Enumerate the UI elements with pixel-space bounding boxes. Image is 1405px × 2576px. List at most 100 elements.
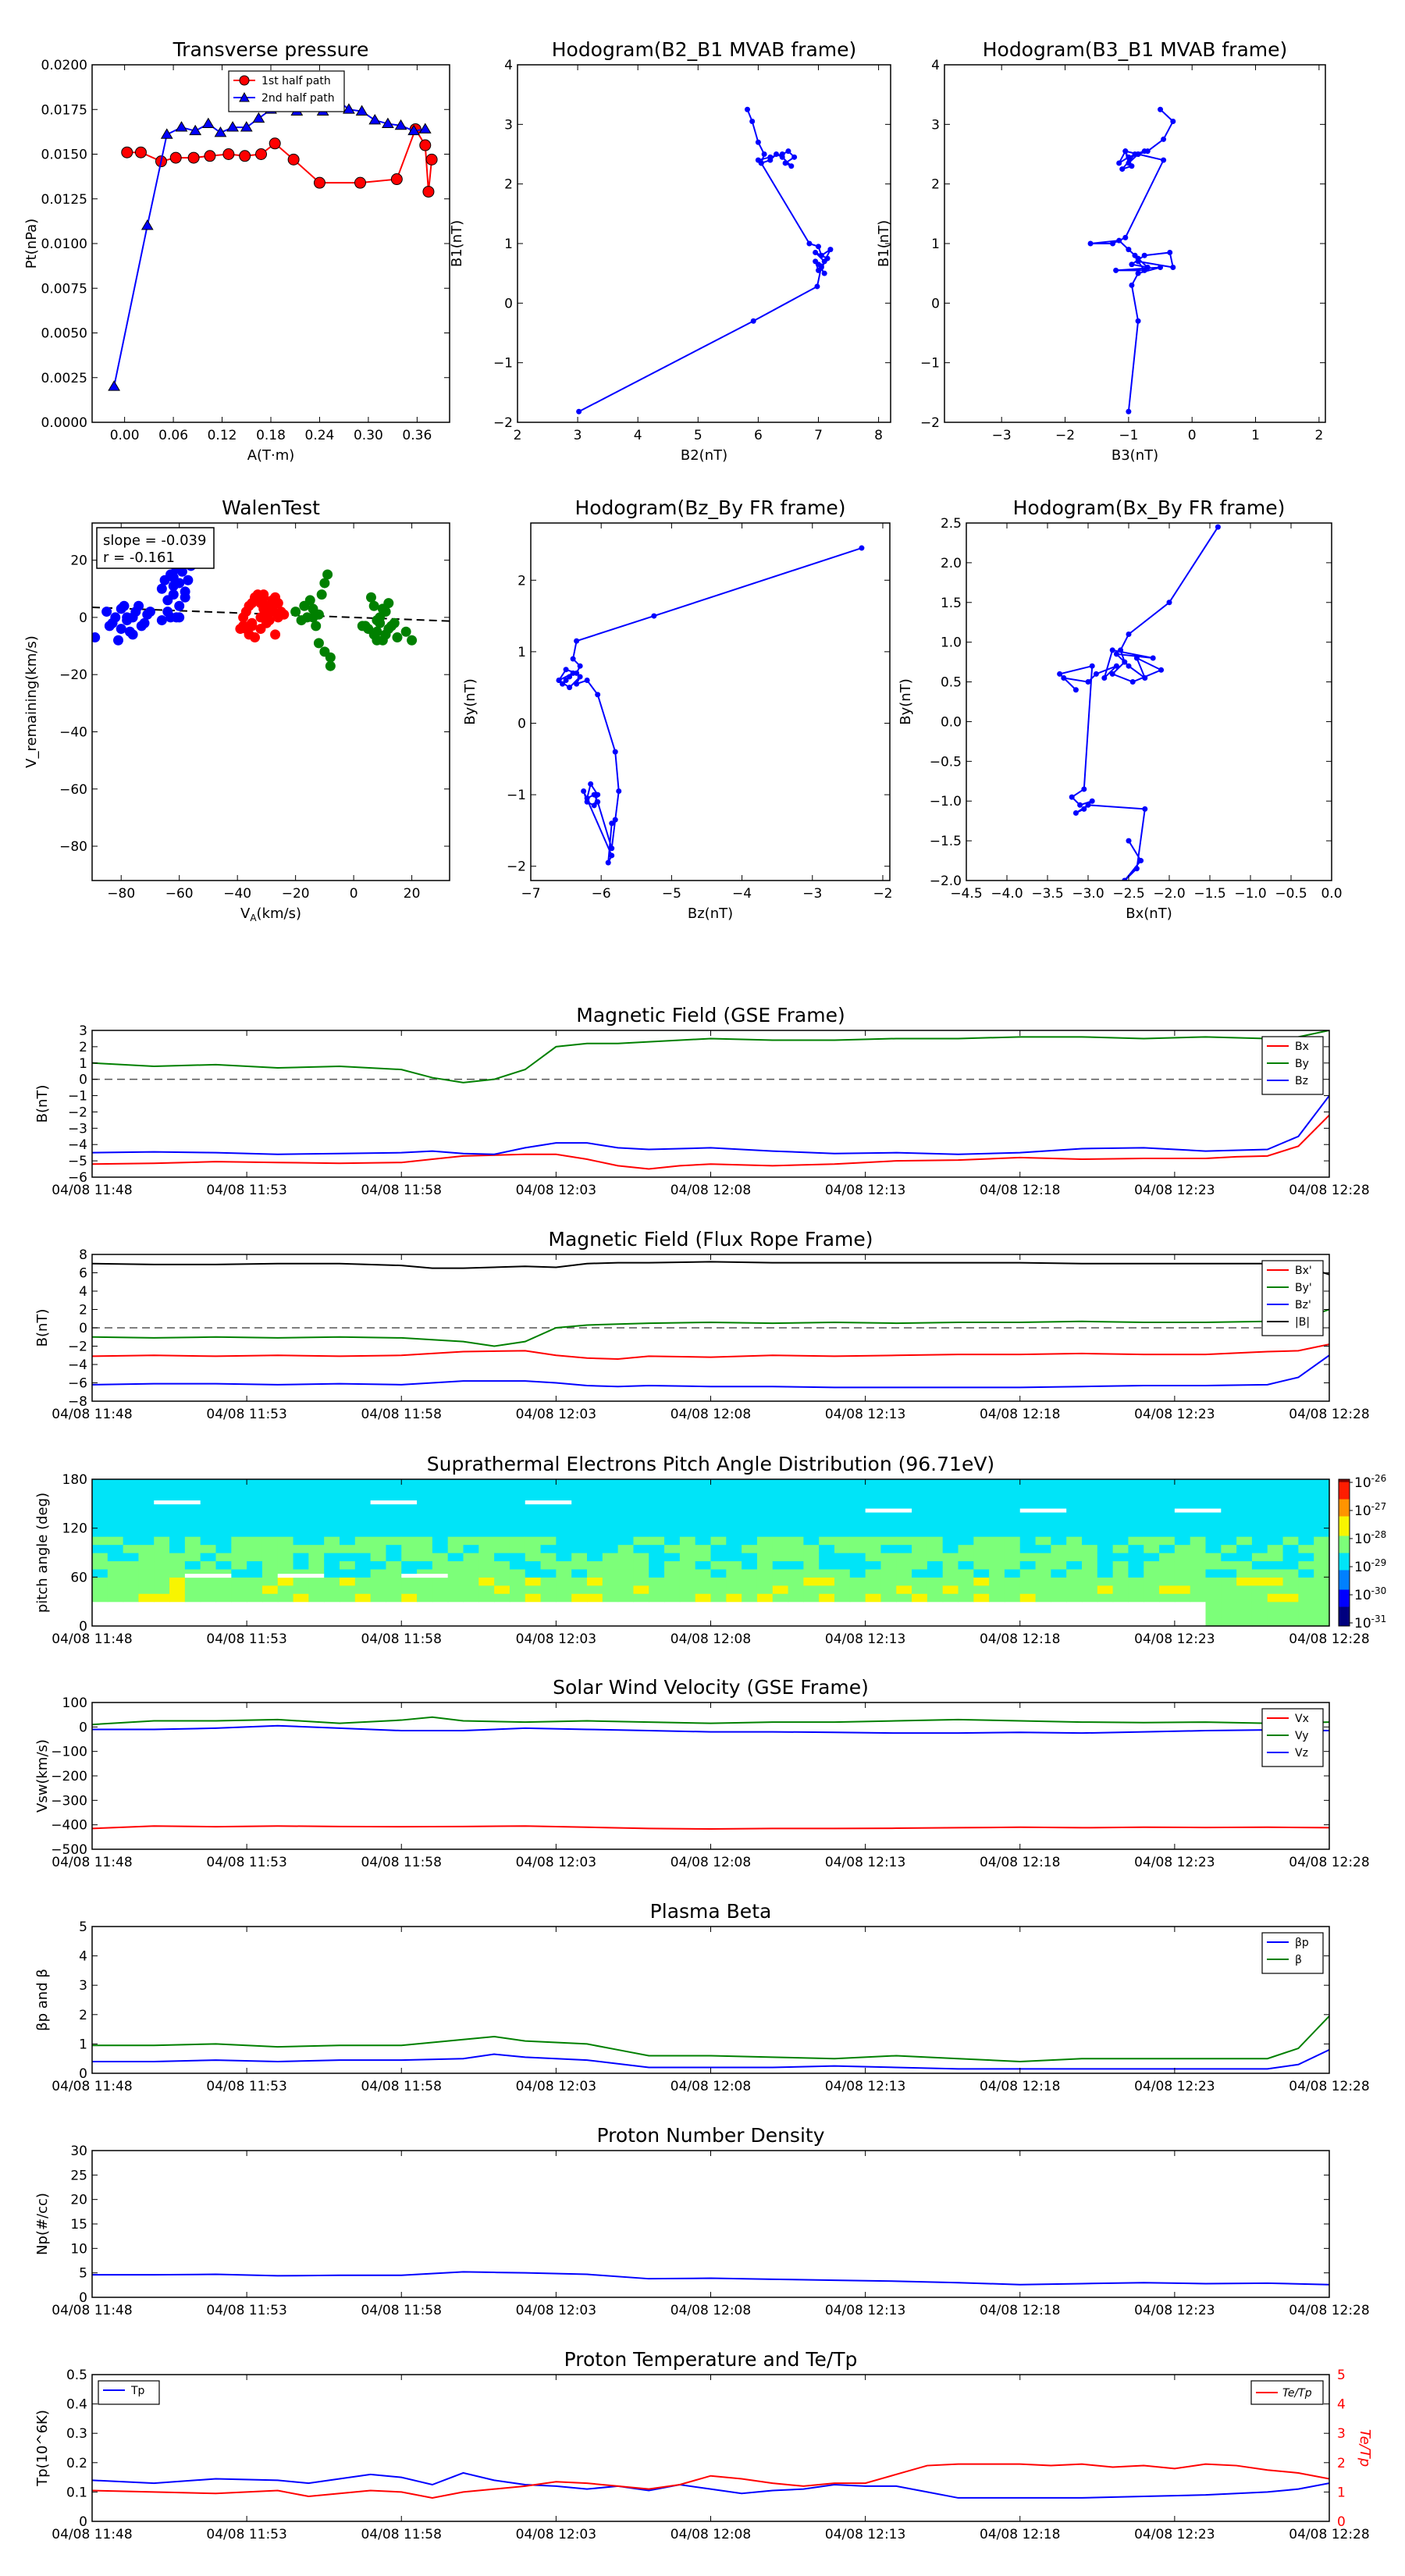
heatmap-cell: [617, 1479, 635, 1489]
y-tick-label: 3: [931, 117, 940, 133]
legend-label: Bx: [1295, 1041, 1309, 1053]
x-tick-label: 04/08 12:28: [1289, 2303, 1369, 2318]
heatmap-cell: [1051, 1553, 1067, 1562]
heatmap-cell: [277, 1536, 294, 1546]
heatmap-cell: [340, 1560, 356, 1570]
chart-proton-temperature: Proton Temperature and Te/Tp00.10.20.30.…: [34, 2348, 1373, 2542]
y-tick-label: −100: [51, 1745, 87, 1760]
heatmap-cell: [710, 1511, 727, 1521]
heatmap-cell: [1314, 1495, 1330, 1504]
heatmap-cell: [1082, 1577, 1098, 1586]
data-point: [1135, 318, 1141, 324]
heatmap-cell: [478, 1560, 495, 1570]
heatmap-cell: [849, 1585, 866, 1594]
heatmap-cell: [633, 1503, 649, 1513]
heatmap-cell: [1236, 1487, 1253, 1496]
heatmap-cell: [1267, 1536, 1284, 1546]
heatmap-cell: [1144, 1568, 1160, 1578]
heatmap-cell: [710, 1495, 727, 1504]
heatmap-cell: [324, 1577, 340, 1586]
heatmap-cell: [386, 1568, 402, 1578]
colorbar-cell: [1339, 1525, 1350, 1529]
heatmap-cell: [1112, 1560, 1129, 1570]
heatmap-cell: [1144, 1520, 1160, 1529]
heatmap-cell: [154, 1487, 170, 1496]
heatmap-cell: [865, 1553, 882, 1562]
heatmap-cell: [973, 1495, 990, 1504]
heatmap-cell: [710, 1568, 727, 1578]
x-tick-label: −20: [282, 886, 310, 902]
heatmap-cell: [247, 1487, 263, 1496]
heatmap-cell: [571, 1520, 588, 1529]
legend-label: Te/Tp: [1282, 2387, 1312, 2400]
heatmap-cell: [958, 1577, 974, 1586]
heatmap-cell: [1236, 1568, 1253, 1578]
heatmap-cell: [231, 1511, 247, 1521]
x-tick-label: 04/08 11:53: [206, 1183, 286, 1198]
heatmap-cell: [849, 1503, 866, 1513]
heatmap-cell: [633, 1479, 649, 1489]
heatmap-cell: [370, 1479, 387, 1489]
heatmap-cell: [633, 1511, 649, 1521]
heatmap-cell: [92, 1544, 108, 1553]
heatmap-cell: [92, 1511, 108, 1521]
heatmap-cell: [927, 1528, 944, 1537]
heatmap-cell: [1174, 1568, 1191, 1578]
heatmap-cell: [1128, 1511, 1144, 1521]
y-tick-label: 20: [70, 2193, 87, 2208]
x-tick-label: 0.12: [208, 428, 237, 443]
y-tick-label: −1: [68, 1089, 87, 1105]
heatmap-cell: [1236, 1610, 1253, 1619]
heatmap-cell: [1236, 1577, 1253, 1586]
heatmap-cell: [772, 1577, 789, 1586]
heatmap-cell: [896, 1487, 912, 1496]
heatmap-cell: [247, 1520, 263, 1529]
y2-tick-label: 4: [1337, 2397, 1346, 2413]
series-line-Te/Tp: [92, 2463, 1329, 2499]
heatmap-cell: [184, 1520, 201, 1529]
x-tick-label: −60: [165, 886, 194, 902]
heatmap-cell: [803, 1585, 820, 1594]
heatmap-cell: [989, 1511, 1005, 1521]
data-point: [142, 609, 153, 620]
heatmap-cell: [386, 1528, 402, 1537]
heatmap-cell: [1267, 1487, 1284, 1496]
heatmap-cell: [432, 1544, 449, 1553]
y-tick-label: 2: [518, 573, 526, 589]
heatmap-cell: [617, 1593, 635, 1603]
heatmap-cell: [865, 1585, 882, 1594]
heatmap-cell: [386, 1503, 402, 1513]
heatmap-cell: [261, 1487, 279, 1496]
colorbar-base: 10: [1354, 1588, 1371, 1603]
data-point: [1109, 647, 1115, 653]
data-point: [1077, 802, 1083, 808]
heatmap-cell: [664, 1560, 681, 1570]
heatmap-cell: [1019, 1479, 1037, 1489]
heatmap-cell: [370, 1568, 387, 1578]
heatmap-cell: [1051, 1536, 1067, 1546]
heatmap-cell: [447, 1479, 464, 1489]
heatmap-cell: [679, 1520, 696, 1529]
heatmap-cell: [1205, 1601, 1222, 1610]
heatmap-cell: [1159, 1585, 1176, 1594]
y-tick-label: 5: [79, 1920, 87, 1935]
heatmap-cell: [1298, 1601, 1314, 1610]
heatmap-cell: [478, 1479, 495, 1489]
heatmap-cell: [726, 1503, 742, 1513]
heatmap-cell: [664, 1593, 681, 1603]
heatmap-cell: [215, 1577, 232, 1586]
data-point: [818, 263, 824, 269]
heatmap-cell: [695, 1577, 712, 1586]
heatmap-cell: [927, 1593, 944, 1603]
colorbar-cell: [1339, 1616, 1350, 1620]
data-point: [1089, 798, 1095, 804]
x-tick-label: 04/08 12:23: [1134, 2079, 1215, 2094]
heatmap-cell: [1112, 1479, 1129, 1489]
heatmap-cell: [1190, 1560, 1207, 1570]
heatmap-cell: [354, 1577, 372, 1586]
heatmap-cell: [324, 1520, 340, 1529]
colorbar-exponent: -29: [1371, 1557, 1387, 1568]
heatmap-cell: [880, 1553, 897, 1562]
chart-title: WalenTest: [222, 496, 320, 519]
heatmap-cell: [1251, 1536, 1268, 1546]
